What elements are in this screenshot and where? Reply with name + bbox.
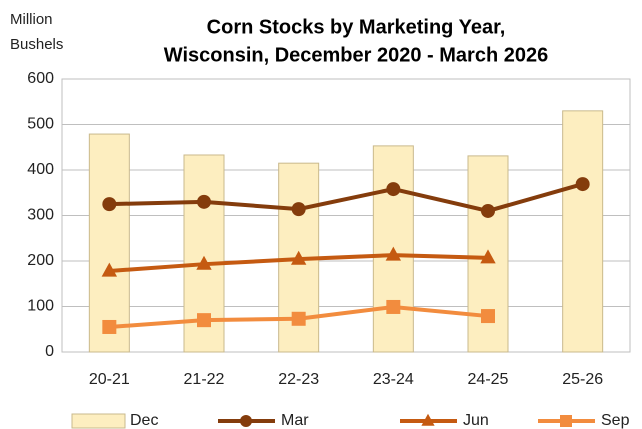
bar (562, 110, 604, 353)
legend-marker (421, 413, 435, 426)
legend-marker (560, 415, 572, 427)
point (196, 255, 212, 270)
point (386, 299, 401, 314)
line (109, 182, 584, 214)
point (385, 246, 402, 261)
chart-title: Wisconsin, December 2020 - March 2026 (164, 44, 548, 66)
legend-marker (240, 415, 252, 427)
legend-swatch (71, 413, 126, 429)
x-tick-label: 20-21 (89, 371, 130, 388)
point (291, 311, 306, 326)
point (101, 262, 118, 277)
chart-title: Corn Stocks by Marketing Year, (207, 16, 506, 38)
y-tick-label: 0 (45, 343, 54, 360)
point (102, 319, 117, 334)
legend-label: Jun (463, 412, 489, 429)
plot-border (61, 78, 631, 353)
point (575, 177, 590, 192)
point (290, 250, 307, 265)
legend-label: Mar (281, 412, 309, 429)
bar (88, 133, 130, 353)
x-tick-label: 22-23 (278, 371, 319, 388)
y-tick-label: 600 (27, 70, 54, 87)
y-axis-label: Bushels (10, 36, 63, 53)
point (291, 202, 306, 217)
point (480, 249, 496, 264)
point (197, 194, 211, 209)
y-tick-label: 100 (27, 298, 54, 315)
y-tick-label: 300 (27, 207, 54, 224)
legend-label: Sep (601, 412, 630, 429)
x-tick-label: 23-24 (373, 371, 414, 388)
x-tick-label: 21-22 (184, 371, 225, 388)
y-tick-label: 200 (27, 252, 54, 269)
y-tick-label: 500 (27, 116, 54, 133)
point (481, 309, 495, 324)
point (102, 197, 117, 212)
point (481, 203, 495, 218)
x-tick-label: 24-25 (468, 371, 509, 388)
y-axis-label: Million (10, 11, 53, 28)
legend-label: Dec (130, 412, 158, 429)
point (197, 313, 211, 328)
point (386, 182, 401, 197)
y-tick-label: 400 (27, 161, 54, 178)
x-tick-label: 25-26 (562, 371, 603, 388)
